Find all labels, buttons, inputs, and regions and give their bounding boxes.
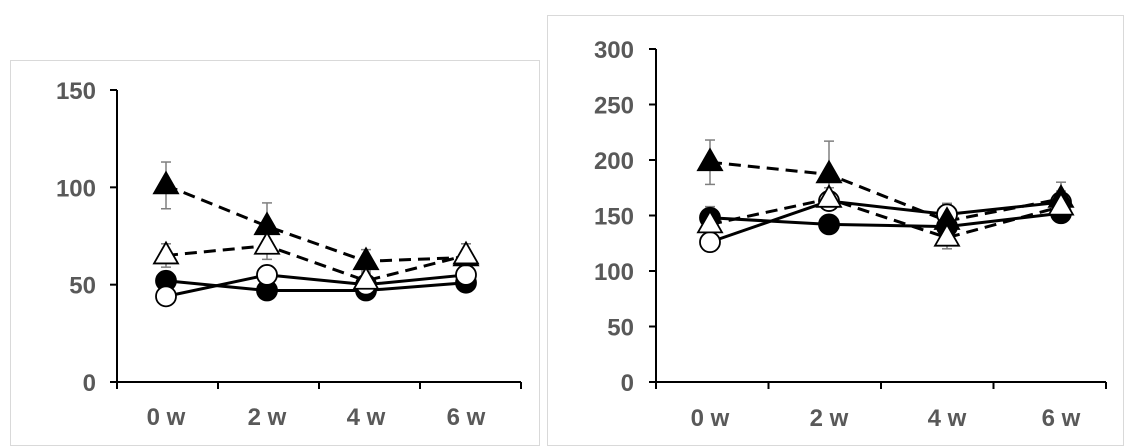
y-tick-label: 100	[594, 259, 634, 286]
data-point-filled-triangle	[696, 147, 724, 172]
y-tick-label: 200	[594, 148, 634, 175]
series-line	[709, 199, 1062, 244]
data-point-open-triangle	[152, 240, 180, 265]
data-point-open-circle	[155, 285, 177, 308]
y-tick-label: 100	[56, 175, 96, 202]
data-point-filled-circle	[818, 213, 840, 236]
y-tick-label: 50	[69, 273, 96, 300]
data-point-open-triangle	[815, 184, 843, 208]
series-line	[165, 183, 467, 263]
x-tick-label: 4 w	[928, 405, 967, 432]
y-tick-label: 250	[594, 93, 634, 120]
y-tick-label: 0	[621, 370, 634, 397]
data-point-open-triangle	[696, 209, 724, 234]
chart-panel-right: 0 50 100 150 200 250 300 0 w 2 w 4 w 6 w	[547, 15, 1124, 446]
data-point-open-triangle	[1047, 191, 1075, 216]
x-tick-label: 2 w	[248, 404, 287, 431]
y-tick-label: 50	[607, 315, 634, 342]
data-point-open-triangle	[452, 240, 480, 265]
data-point-filled-triangle	[815, 159, 843, 184]
data-point-open-triangle	[253, 230, 281, 255]
y-tick-label: 150	[594, 204, 634, 231]
chart-right: 0 50 100 150 200 250 300 0 w 2 w 4 w 6 w	[594, 37, 1107, 432]
y-tick-label: 150	[56, 78, 96, 105]
data-point-open-triangle	[933, 222, 961, 247]
data-point-open-circle	[699, 231, 721, 254]
y-tick-label: 300	[594, 37, 634, 64]
data-point-open-circle	[455, 264, 477, 286]
data-point-open-triangle	[352, 265, 380, 290]
x-tick-label: 0 w	[147, 404, 186, 431]
series-line	[165, 273, 467, 298]
series-line	[709, 197, 1062, 240]
x-tick-label: 6 w	[447, 404, 486, 431]
data-point-filled-triangle	[152, 170, 180, 195]
x-tick-label: 4 w	[347, 404, 386, 431]
y-tick-label: 0	[83, 370, 96, 397]
chart-left: 0 50 100 150 0 w 2 w 4 w 6 w	[56, 78, 522, 431]
x-tick-label: 6 w	[1042, 405, 1081, 432]
chart-panel-left: 0 50 100 150 0 w 2 w 4 w 6 w	[10, 60, 540, 446]
series-line	[165, 244, 467, 283]
x-tick-label: 2 w	[810, 405, 849, 432]
data-point-open-circle	[256, 264, 278, 286]
series-line	[709, 160, 1062, 223]
x-tick-label: 0 w	[691, 405, 730, 432]
